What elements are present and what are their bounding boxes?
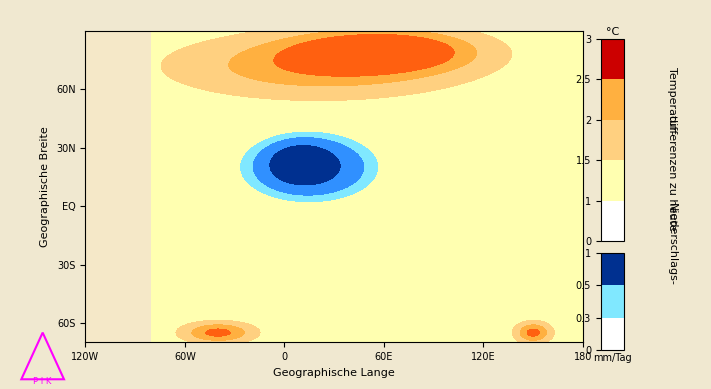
Title: °C: °C <box>606 27 619 37</box>
Text: Temperatur-: Temperatur- <box>667 67 677 135</box>
Y-axis label: Geographische Breite: Geographische Breite <box>41 126 50 247</box>
Text: differenzen zu heute: differenzen zu heute <box>667 115 677 231</box>
X-axis label: Geographische Lange: Geographische Lange <box>273 368 395 378</box>
Text: P I K: P I K <box>33 377 52 386</box>
X-axis label: mm/Tag: mm/Tag <box>593 353 631 363</box>
Text: Niederschlags-: Niederschlags- <box>667 203 677 286</box>
